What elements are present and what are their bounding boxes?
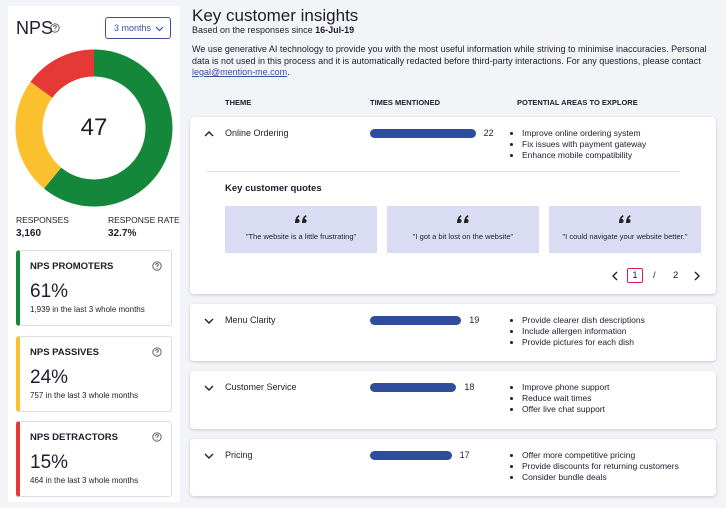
expand-toggle[interactable] (204, 384, 214, 392)
segment-name: NPS DETRACTORS (30, 432, 118, 443)
help-icon[interactable] (152, 432, 162, 442)
mentions-bar (370, 451, 452, 460)
theme-card (190, 371, 716, 429)
segment-name: NPS PASSIVES (30, 346, 99, 358)
page-separator: / (653, 270, 656, 281)
response-rate-value: 32.7% (108, 228, 137, 239)
column-header: POTENTIAL AREAS TO EXPLORE (517, 98, 638, 107)
mentions-count: 17 (459, 450, 470, 460)
area-item: Fix issues with payment gateway (522, 139, 646, 150)
mentions-bar (370, 129, 476, 138)
areas-list: Offer more competitive pricingProvide di… (510, 450, 679, 483)
quote-text: "I could navigate your website better." (562, 232, 688, 241)
quote-box: "The website is a little frustrating" (225, 206, 377, 253)
dropdown-chevron[interactable] (155, 25, 164, 32)
donut-segment (30, 49, 95, 99)
theme-name: Customer Service (225, 382, 297, 392)
theme-name: Pricing (225, 450, 253, 460)
area-item: Provide clearer dish descriptions (522, 315, 645, 326)
responses-label: RESPONSES (16, 215, 69, 225)
mentions-count: 22 (483, 128, 494, 138)
mentions-bar (370, 316, 462, 325)
area-item: Offer more competitive pricing (522, 450, 679, 461)
help-icon[interactable] (50, 23, 60, 33)
donut-segment (15, 81, 62, 189)
area-item: Improve phone support (522, 382, 609, 393)
period-label: 3 months (114, 23, 152, 33)
nps-score: 47 (80, 114, 108, 141)
quote-box: "I got a bit lost on the website" (387, 206, 539, 253)
quote-box: "I could navigate your website better." (549, 206, 701, 253)
theme-card (190, 439, 716, 496)
nps-donut (15, 49, 173, 207)
disclaimer: We use generative AI technology to provi… (192, 44, 707, 77)
theme-name: Menu Clarity (225, 315, 276, 325)
quote-text: "The website is a little frustrating" (245, 232, 357, 241)
subtitle-text: Based on the responses since (192, 25, 313, 35)
expand-toggle[interactable] (204, 317, 214, 325)
area-item: Enhance mobile compatibility (522, 150, 646, 161)
areas-list: Improve online ordering systemFix issues… (510, 128, 646, 161)
area-item: Consider bundle deals (522, 472, 679, 483)
segment-card: NPS DETRACTORS 15% 464 in the last 3 whole… (16, 421, 172, 497)
since-date: 16-Jul-19 (315, 25, 355, 35)
expand-toggle[interactable] (204, 130, 214, 138)
email-link[interactable]: legal@mention-me.com (192, 67, 288, 77)
total-pages[interactable]: 2 (673, 270, 679, 281)
segment-percent: 61% (30, 281, 69, 302)
disclaimer-text: We use generative AI technology to provi… (192, 44, 707, 66)
quote-mark (619, 215, 631, 223)
mentions-count: 19 (469, 315, 480, 325)
quotes-title: Key customer quotes (225, 183, 322, 194)
theme-card (190, 117, 716, 294)
column-header: TIMES MENTIONED (370, 98, 441, 107)
segment-card: NPS PASSIVES 24% 757 in the last 3 whole m… (16, 335, 172, 412)
segment-card: NPS PROMOTERS 61% 1,939 in the last 3 whol… (16, 250, 172, 326)
mentions-bar (370, 383, 457, 392)
expand-toggle[interactable] (204, 452, 214, 460)
area-item: Offer live chat support (522, 404, 609, 415)
current-page[interactable]: 1 (627, 268, 643, 283)
help-icon[interactable] (152, 346, 162, 357)
area-item: Improve online ordering system (522, 128, 646, 139)
mentions-count: 18 (464, 382, 475, 392)
area-item: Provide pictures for each dish (522, 337, 645, 348)
segment-note: 757 in the last 3 whole months (30, 390, 139, 400)
column-header: THEME (225, 98, 252, 107)
theme-name: Online Ordering (225, 128, 289, 138)
insights-title: Key customer insights (192, 6, 359, 25)
insights-subtitle: Based on the responses since 16-Jul-19 (192, 25, 354, 35)
segment-name: NPS PROMOTERS (30, 261, 114, 272)
nps-title: NPS (16, 18, 54, 38)
period-dropdown[interactable]: 3 months (105, 17, 171, 39)
areas-list: Improve phone supportReduce wait timesOf… (510, 382, 609, 415)
next-page[interactable] (693, 271, 701, 281)
quote-text: "I got a bit lost on the website" (412, 232, 514, 241)
quote-mark (457, 215, 469, 223)
segment-note: 1,939 in the last 3 whole months (30, 305, 145, 314)
help-icon[interactable] (152, 261, 162, 271)
segment-percent: 15% (30, 452, 69, 473)
prev-page[interactable] (611, 271, 619, 281)
theme-card (190, 304, 716, 361)
areas-list: Provide clearer dish descriptionsInclude… (510, 315, 645, 348)
donut-segment (43, 49, 173, 207)
area-item: Include allergen information (522, 326, 645, 337)
divider (205, 171, 680, 172)
responses-value: 3,160 (16, 228, 42, 239)
segment-note: 464 in the last 3 whole months (30, 476, 139, 485)
quote-mark (295, 215, 307, 223)
response-rate-label: RESPONSE RATE (108, 215, 180, 225)
segment-percent: 24% (30, 366, 69, 388)
area-item: Provide discounts for returning customer… (522, 461, 679, 472)
area-item: Reduce wait times (522, 393, 609, 404)
